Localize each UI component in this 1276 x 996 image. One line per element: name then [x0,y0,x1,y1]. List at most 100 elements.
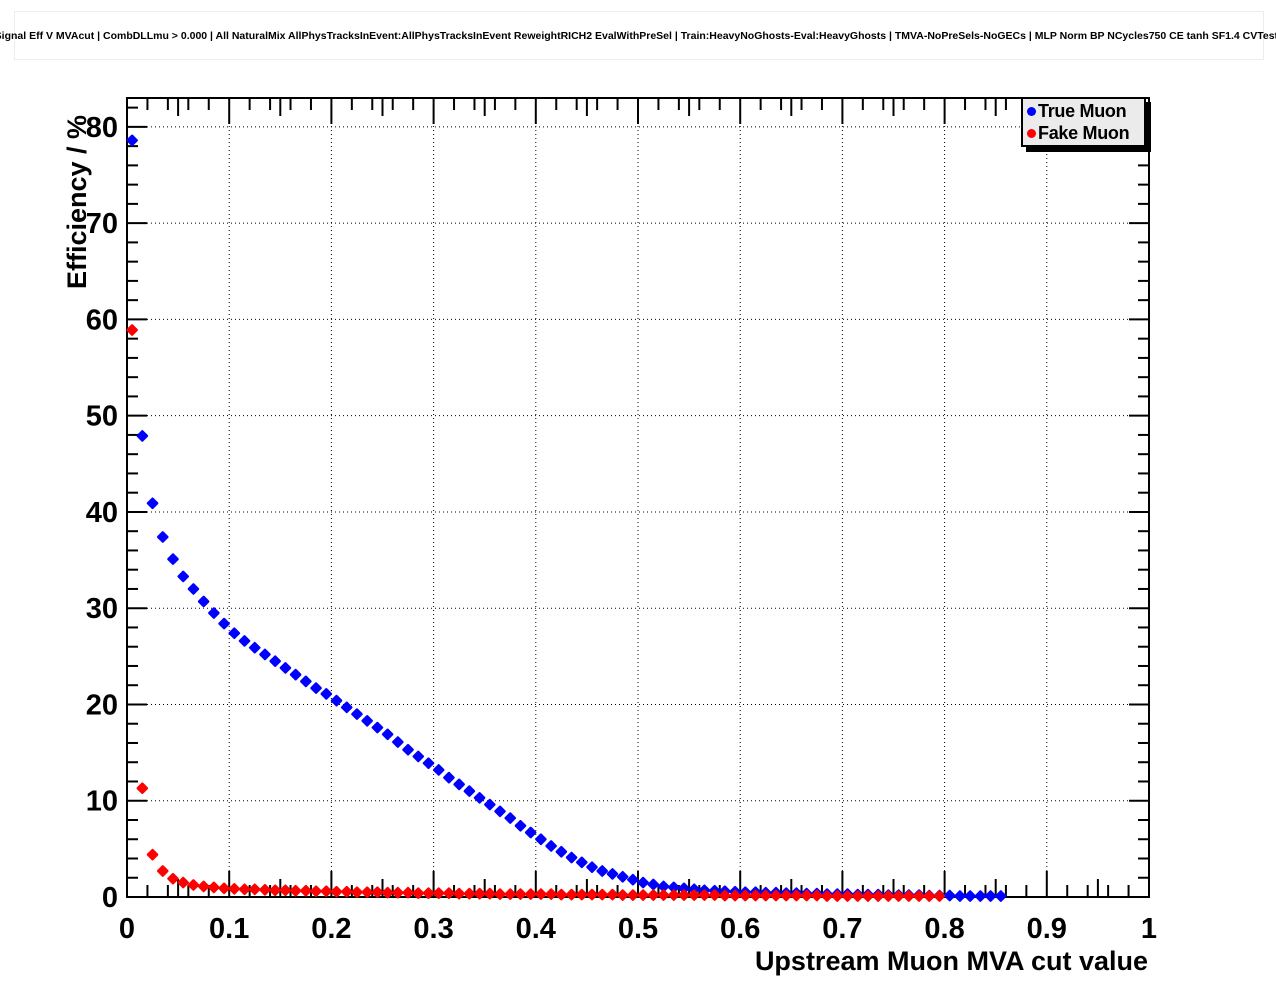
data-point [136,782,149,795]
data-point [289,668,302,681]
data-point [177,876,190,889]
data-point [361,886,373,898]
x-tick-label: 0.9 [1027,913,1067,945]
data-point [279,662,292,674]
data-point [248,641,261,654]
legend-entry-fake-muon: Fake Muon [1027,122,1144,144]
x-tick-label: 0.2 [311,913,351,945]
y-tick-label: 40 [86,497,118,529]
data-point [351,708,363,720]
data-point [228,627,241,640]
data-point [371,721,384,734]
data-point [300,884,312,897]
data-point [412,750,425,763]
axis-ticks [126,98,1150,898]
data-point [340,701,353,714]
data-point [259,883,271,896]
series-fake-muon [126,324,946,902]
data-point [974,890,987,902]
data-point [371,886,384,898]
data-point [473,792,486,804]
data-point [586,861,598,873]
data-point [208,607,220,619]
data-point [565,851,578,864]
data-point [259,648,271,661]
data-point [402,886,414,899]
data-point [167,553,179,565]
data-point [310,682,322,694]
legend-box: True Muon Fake Muon [1021,97,1146,147]
legend-entry-true-muon: True Muon [1027,100,1144,122]
data-point [443,771,455,784]
data-point [218,882,230,895]
data-point [320,688,333,700]
data-point [463,785,476,797]
data-point [494,805,506,818]
data-point [351,886,363,898]
data-point [964,890,976,902]
fake-muon-marker-icon [1027,128,1036,138]
y-tick-label: 10 [86,786,118,818]
data-point [627,889,639,901]
data-point [647,878,660,891]
data-point [943,889,956,902]
data-point [392,736,404,748]
data-point [177,570,190,583]
y-tick-label: 70 [86,208,118,240]
x-tick-label: 0.4 [516,913,556,945]
data-point [422,757,435,769]
data-point [269,655,281,667]
data-point [524,826,537,839]
data-point [484,798,496,811]
data-point [616,889,629,901]
data-point [453,778,465,791]
data-point [187,583,200,595]
legend-label-fake-muon: Fake Muon [1038,122,1130,143]
data-point [954,890,966,902]
data-point [596,865,609,877]
data-point [647,889,660,901]
data-point [197,880,210,893]
data-point [238,635,251,647]
legend-label-true-muon: True Muon [1038,100,1127,121]
x-tick-label: 0.3 [413,913,453,945]
data-point [627,873,639,886]
y-tick-label: 20 [86,689,118,721]
data-point [514,819,527,832]
axis-tick-labels: 0 0.1 0.2 0.3 0.4 0.5 0.6 0.7 0.8 0.9 101020304050… [86,112,1157,945]
data-point [678,889,690,901]
data-point [657,880,670,893]
data-point [432,764,445,776]
data-point [933,890,946,902]
data-point [289,884,302,897]
x-tick-label: 0.1 [209,913,249,945]
data-point [300,675,312,688]
data-point [340,885,353,898]
data-point [392,886,404,899]
x-tick-label: 0.5 [618,913,658,945]
data-point [310,885,322,898]
data-point [381,728,394,741]
data-point [187,879,200,891]
data-point [984,890,997,902]
plot-title-pad: Upstream Muon Signal Eff V MVAcut | Comb… [0,11,1276,60]
data-point [279,884,292,897]
data-point [545,840,557,852]
data-series [126,134,1007,902]
true-muon-marker-icon [1027,106,1036,116]
data-point [167,872,179,885]
data-point [146,848,159,861]
data-point [606,868,619,880]
x-tick-label: 0.7 [822,913,862,945]
data-point [504,812,517,824]
plot-frame [126,97,1150,898]
data-point [238,883,251,896]
data-point [228,883,241,895]
y-tick-label: 0 [102,882,118,914]
y-tick-label: 80 [86,112,118,144]
y-tick-label: 60 [86,304,118,336]
data-point [126,324,138,336]
data-point [535,833,547,846]
